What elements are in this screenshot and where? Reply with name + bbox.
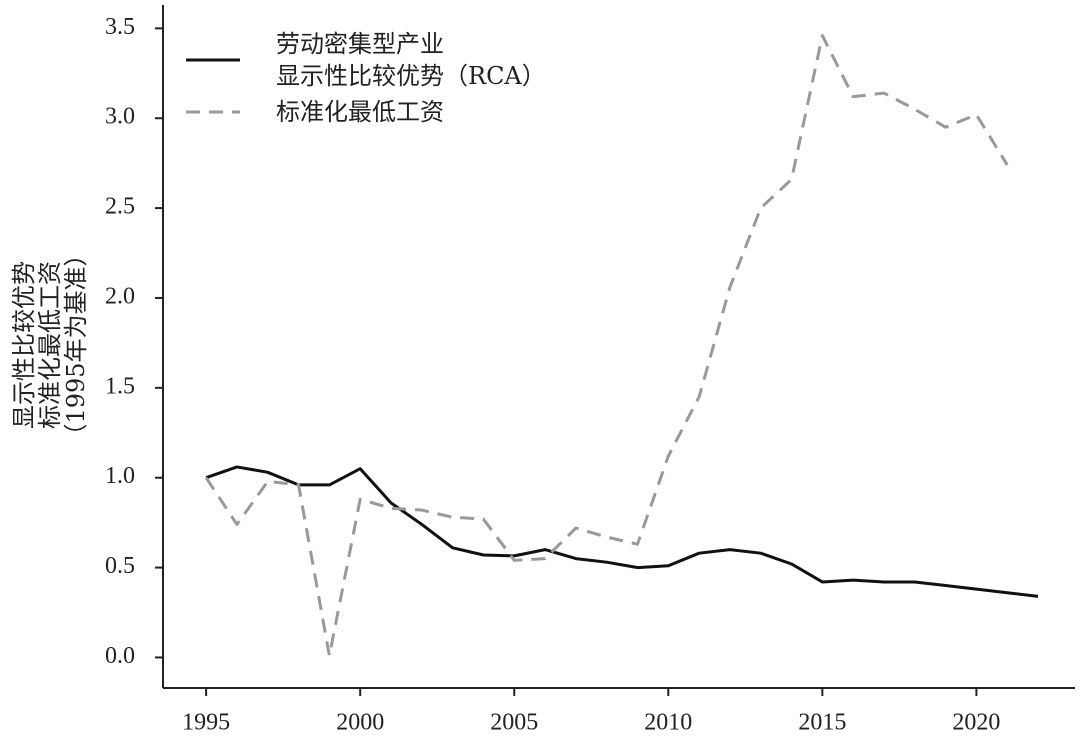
series-line: [205, 465, 1039, 598]
y-tick-label: 1.0: [105, 463, 135, 489]
x-tick-label: 1995: [182, 710, 230, 736]
y-tick-label: 2.0: [105, 283, 135, 309]
y-axis-label: 显示性比较优势 标准化最低工资 （1995年为基准）: [10, 242, 90, 448]
y-tick-label: 0.5: [105, 553, 135, 579]
legend-label: 标准化最低工资: [276, 98, 444, 126]
y-tick-label: 3.5: [105, 14, 135, 40]
x-tick-label: 2010: [644, 710, 692, 736]
y-tick-label: 0.0: [105, 643, 135, 669]
y-tick-label: 3.0: [105, 104, 135, 130]
legend-label: 劳动密集型产业 显示性比较优势（RCA）: [276, 30, 546, 90]
x-tick-label: 2005: [490, 710, 538, 736]
x-tick-label: 2015: [798, 710, 846, 736]
x-tick-label: 2000: [336, 710, 384, 736]
x-tick-label: 2020: [952, 710, 1000, 736]
y-tick-label: 2.5: [105, 194, 135, 220]
y-tick-label: 1.5: [105, 373, 135, 399]
